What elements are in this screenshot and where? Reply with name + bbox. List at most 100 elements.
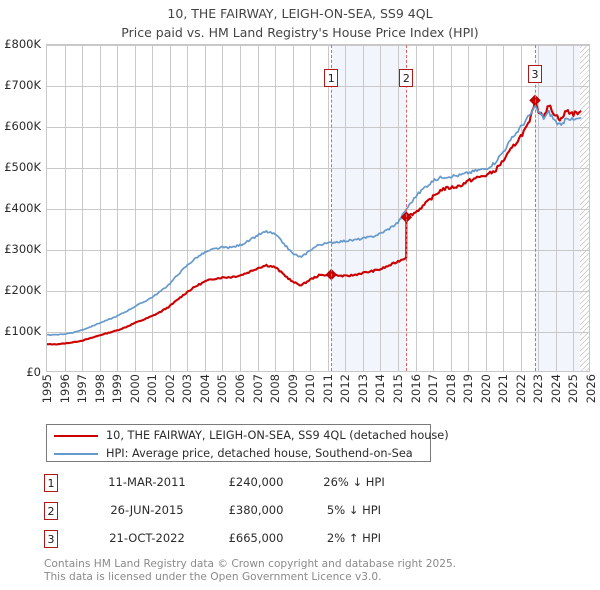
gridline-vertical	[310, 45, 311, 371]
gridline-horizontal	[47, 250, 589, 251]
gridline-horizontal	[47, 127, 589, 128]
legend-label: HPI: Average price, detached house, Sout…	[106, 447, 413, 460]
x-axis-tick-label: 2013	[355, 374, 370, 404]
sale-date: 11-MAR-2011	[108, 475, 186, 489]
sale-hpi-delta: 5% ↓ HPI	[326, 503, 382, 517]
table-row[interactable]: 1 11-MAR-2011 £240,000 26% ↓ HPI	[44, 472, 464, 500]
sale-date: 26-JUN-2015	[110, 503, 184, 517]
gridline-vertical	[433, 45, 434, 371]
gridline-vertical	[152, 45, 153, 371]
x-axis-tick-label: 2008	[268, 374, 283, 404]
page-subtitle: Price paid vs. HM Land Registry's House …	[121, 25, 479, 40]
sale-hpi-delta: 26% ↓ HPI	[323, 475, 385, 489]
x-axis-tick-label: 1997	[75, 374, 90, 404]
x-axis-tick-label: 2015	[390, 374, 405, 404]
gridline-vertical	[416, 45, 417, 371]
x-axis-tick-label: 1998	[92, 374, 107, 404]
gridline-vertical	[380, 45, 381, 371]
y-axis-tick-label: £400K	[4, 201, 41, 215]
sale-price: £380,000	[228, 503, 284, 517]
gridline-vertical	[240, 45, 241, 371]
gridline-vertical	[486, 45, 487, 371]
sale-price: £240,000	[228, 475, 284, 489]
x-axis-tick-label: 2003	[180, 374, 195, 404]
footer-line-1: Contains HM Land Registry data © Crown c…	[44, 558, 457, 570]
gridline-vertical	[205, 45, 206, 371]
sale-event-line-1	[331, 45, 333, 371]
ownership-shaded-band-2	[535, 45, 581, 371]
y-axis-tick-label: £500K	[4, 160, 41, 174]
footer-attribution: Contains HM Land Registry data © Crown c…	[44, 558, 564, 583]
footer-line-2: This data is licensed under the Open Gov…	[44, 570, 382, 583]
gridline-vertical	[451, 45, 452, 371]
sale-event-badge-1[interactable]: 1	[324, 69, 339, 87]
series-line-price-paid	[47, 97, 582, 346]
y-axis-tick-label: £200K	[4, 283, 41, 297]
x-axis-tick-label: 2012	[338, 374, 353, 404]
x-axis-tick-label: 2005	[215, 374, 230, 404]
gridline-vertical	[538, 45, 539, 371]
gridline-vertical	[328, 45, 329, 371]
y-axis-tick-label: £0	[26, 365, 41, 379]
legend-item-2[interactable]: HPI: Average price, detached house, Sout…	[47, 444, 413, 463]
legend-item-1[interactable]: 10, THE FAIRWAY, LEIGH-ON-SEA, SS9 4QL (…	[47, 426, 449, 445]
y-axis-tick-label: £800K	[4, 37, 41, 51]
legend-color-swatch	[54, 452, 98, 455]
x-axis-tick-label: 2016	[408, 374, 423, 404]
x-axis-tick-label: 1995	[40, 374, 54, 404]
gridline-vertical	[345, 45, 346, 371]
y-axis-tick-label: £700K	[4, 78, 41, 92]
sale-index-badge-3[interactable]: 3	[44, 530, 58, 548]
sale-price: £665,000	[228, 531, 284, 545]
chart-series-canvas	[47, 94, 582, 346]
gridline-vertical	[187, 45, 188, 371]
legend-label: 10, THE FAIRWAY, LEIGH-ON-SEA, SS9 4QL (…	[106, 429, 449, 442]
gridline-vertical	[503, 45, 504, 371]
gridline-vertical	[293, 45, 294, 371]
gridline-horizontal	[47, 168, 589, 169]
x-axis-tick-label: 2023	[531, 374, 546, 404]
legend-color-swatch	[54, 434, 98, 437]
gridline-vertical	[398, 45, 399, 371]
x-axis-tick-label: 2022	[513, 374, 528, 404]
gridline-vertical	[275, 45, 276, 371]
gridline-vertical	[100, 45, 101, 371]
gridline-vertical	[258, 45, 259, 371]
gridline-vertical	[363, 45, 364, 371]
sale-event-line-2	[406, 45, 408, 371]
chart-title-block: 10, THE FAIRWAY, LEIGH-ON-SEA, SS9 4QL P…	[0, 0, 600, 42]
x-axis-tick-label: 2010	[303, 374, 318, 404]
gridline-vertical	[170, 45, 171, 371]
sale-index-badge-1[interactable]: 1	[44, 474, 58, 492]
x-axis-labels: 1995 1996 1997 1998 1999 2000 2001 2002 2003 2004…	[40, 374, 598, 420]
x-axis-tick-label: 2001	[145, 374, 160, 404]
x-axis-tick-label: 2020	[478, 374, 493, 404]
sales-history-table: 1 11-MAR-2011 £240,000 26% ↓ HPI 2 26-JUN-201…	[44, 472, 464, 556]
x-axis-tick-label: 2024	[548, 374, 563, 404]
sale-event-badge-3[interactable]: 3	[528, 65, 543, 83]
x-axis-tick-label: 2021	[496, 374, 511, 404]
sale-index-badge-2[interactable]: 2	[44, 502, 58, 520]
gridline-vertical	[117, 45, 118, 371]
sale-event-line-3	[535, 45, 537, 371]
y-axis-tick-label: £600K	[4, 119, 41, 133]
gridline-horizontal	[47, 209, 589, 210]
table-row[interactable]: 3 21-OCT-2022 £665,000 2% ↑ HPI	[44, 528, 464, 556]
x-axis-tick-label: 2025	[566, 374, 581, 404]
y-axis-tick-label: £100K	[4, 324, 41, 338]
gridline-vertical	[82, 45, 83, 371]
table-row[interactable]: 2 26-JUN-2015 £380,000 5% ↓ HPI	[44, 500, 464, 528]
sale-date: 21-OCT-2022	[109, 531, 185, 545]
gridline-vertical	[556, 45, 557, 371]
ownership-shaded-band-1	[331, 45, 407, 371]
gridline-horizontal	[47, 332, 589, 333]
gridline-horizontal	[47, 45, 589, 46]
x-axis-tick-label: 2004	[197, 374, 212, 404]
projection-hatched-band	[580, 45, 589, 371]
sale-event-badge-2[interactable]: 2	[399, 69, 414, 87]
gridline-vertical	[468, 45, 469, 371]
chart-legend: 10, THE FAIRWAY, LEIGH-ON-SEA, SS9 4QL (…	[46, 424, 449, 463]
x-axis-tick-label: 2002	[162, 374, 177, 404]
gridline-vertical	[135, 45, 136, 371]
gridline-vertical	[65, 45, 66, 371]
